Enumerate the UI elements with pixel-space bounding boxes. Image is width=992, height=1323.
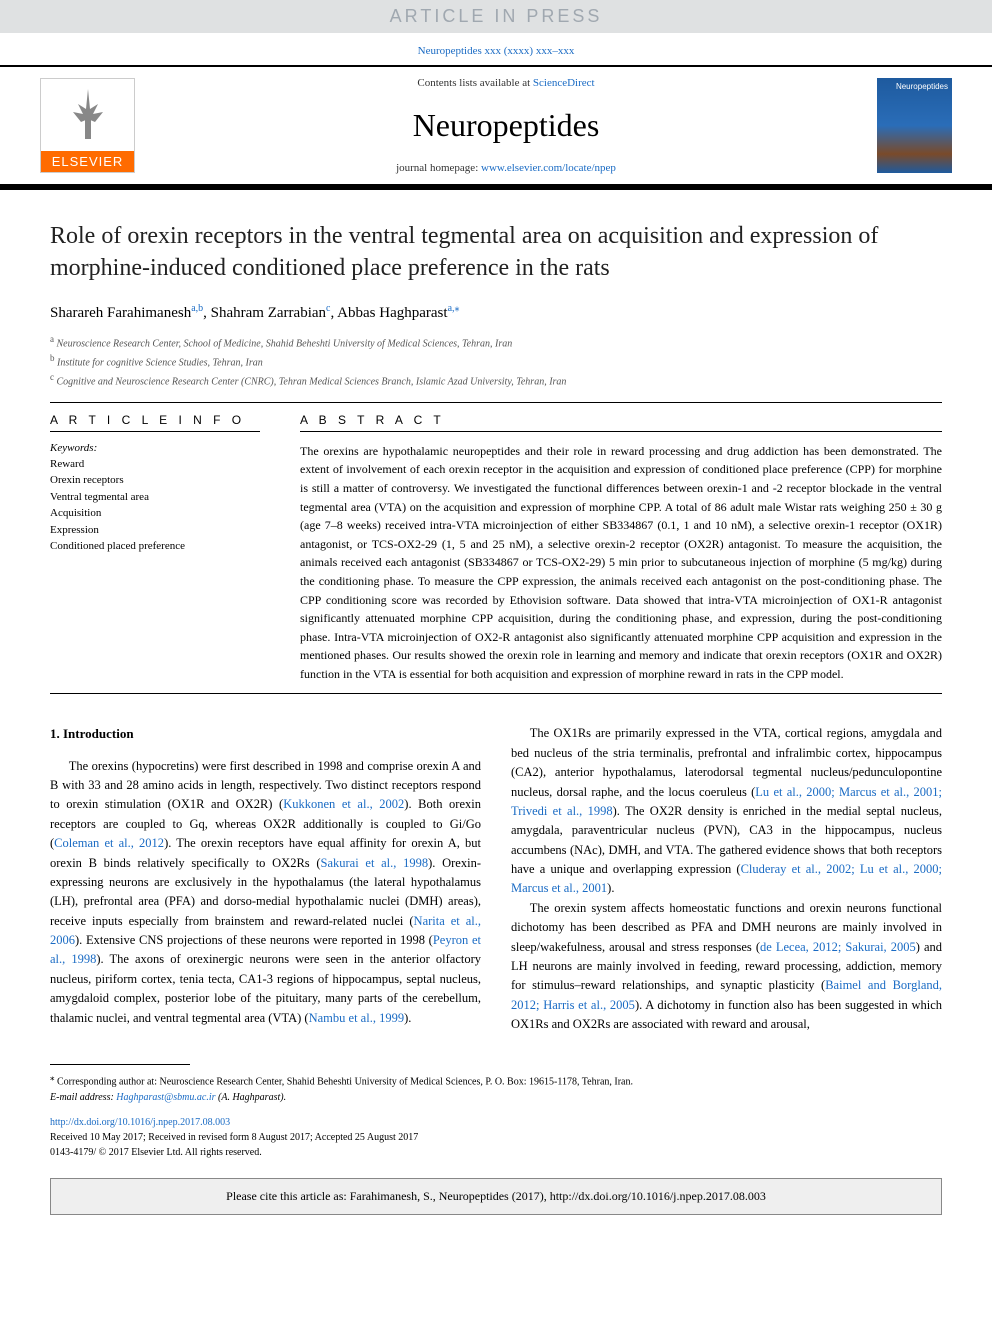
- info-abstract-row: A R T I C L E I N F O Keywords: Reward O…: [50, 413, 942, 684]
- keyword-3: Ventral tegmental area: [50, 489, 260, 506]
- aff-sup-b: b: [50, 353, 55, 363]
- elsevier-tree-icon: [63, 84, 113, 144]
- abstract-column: A B S T R A C T The orexins are hypothal…: [300, 413, 942, 684]
- abstract-text: The orexins are hypothalamic neuropeptid…: [300, 442, 942, 684]
- keyword-5: Expression: [50, 522, 260, 539]
- header-citation-link: Neuropeptides xxx (xxxx) xxx–xxx: [0, 45, 992, 57]
- cite-coleman[interactable]: Coleman et al., 2012: [54, 836, 164, 850]
- elsevier-logo: ELSEVIER: [40, 78, 135, 173]
- keyword-6: Conditioned placed preference: [50, 538, 260, 555]
- doi-block: http://dx.doi.org/10.1016/j.npep.2017.08…: [0, 1105, 992, 1160]
- intro-para-1: The orexins (hypocretins) were first des…: [50, 757, 481, 1028]
- received-line: Received 10 May 2017; Received in revise…: [50, 1132, 418, 1143]
- please-cite-box: Please cite this article as: Farahimanes…: [50, 1178, 942, 1215]
- corr-text: Corresponding author at: Neuroscience Re…: [57, 1077, 633, 1088]
- doi-link[interactable]: http://dx.doi.org/10.1016/j.npep.2017.08…: [50, 1117, 230, 1128]
- aff-text-c: Cognitive and Neuroscience Research Cent…: [57, 377, 567, 388]
- author-1-aff[interactable]: a,b: [191, 303, 203, 314]
- intro-para-2: The OX1Rs are primarily expressed in the…: [511, 724, 942, 898]
- abstract-heading: A B S T R A C T: [300, 413, 942, 427]
- sciencedirect-link[interactable]: ScienceDirect: [533, 77, 595, 89]
- cite-nambu[interactable]: Nambu et al., 1999: [309, 1011, 404, 1025]
- contents-prefix: Contents lists available at: [417, 77, 532, 89]
- journal-header-center: Contents lists available at ScienceDirec…: [135, 77, 877, 174]
- keyword-4: Acquisition: [50, 505, 260, 522]
- rule-above-abstract: [50, 402, 942, 403]
- corr-symbol: ⁎: [50, 1072, 55, 1082]
- article-title: Role of orexin receptors in the ventral …: [50, 220, 942, 285]
- article-info-heading: A R T I C L E I N F O: [50, 413, 260, 427]
- intro-para-3: The orexin system affects homeostatic fu…: [511, 899, 942, 1035]
- affiliation-c: c Cognitive and Neuroscience Research Ce…: [50, 372, 942, 387]
- body-two-column: 1. Introduction The orexins (hypocretins…: [50, 724, 942, 1034]
- affiliation-b: b Institute for cognitive Science Studie…: [50, 353, 942, 368]
- email-label: E-mail address:: [50, 1092, 116, 1103]
- header-citation-anchor[interactable]: Neuropeptides xxx (xxxx) xxx–xxx: [418, 45, 575, 57]
- footnote-separator: [50, 1064, 190, 1065]
- author-3-aff[interactable]: a,: [448, 303, 455, 314]
- copyright-line: 0143-4179/ © 2017 Elsevier Ltd. All righ…: [50, 1147, 262, 1158]
- aff-text-b: Institute for cognitive Science Studies,…: [57, 357, 263, 368]
- cite-delecea[interactable]: de Lecea, 2012; Sakurai, 2005: [760, 940, 916, 954]
- author-3: Abbas Haghparast: [337, 305, 447, 321]
- keyword-1: Reward: [50, 456, 260, 473]
- keywords-label: Keywords:: [50, 442, 260, 454]
- abstract-rule: [300, 431, 942, 432]
- aff-sup-c: c: [50, 372, 54, 382]
- article-in-press-banner: ARTICLE IN PRESS: [0, 0, 992, 33]
- contents-available-line: Contents lists available at ScienceDirec…: [135, 77, 877, 89]
- journal-name: Neuropeptides: [135, 107, 877, 144]
- aff-sup-a: a: [50, 334, 54, 344]
- author-2: Shahram Zarrabian: [211, 305, 326, 321]
- email-line: E-mail address: Haghparast@sbmu.ac.ir (A…: [50, 1092, 286, 1103]
- journal-cover-thumbnail: Neuropeptides: [877, 78, 952, 173]
- affiliation-a: a Neuroscience Research Center, School o…: [50, 334, 942, 349]
- journal-header: ELSEVIER Contents lists available at Sci…: [0, 65, 992, 190]
- main-content: Role of orexin receptors in the ventral …: [0, 190, 992, 1034]
- author-2-aff[interactable]: c: [326, 303, 330, 314]
- homepage-link[interactable]: www.elsevier.com/locate/npep: [481, 162, 616, 174]
- rule-below-abstract: [50, 693, 942, 694]
- email-suffix: (A. Haghparast).: [216, 1092, 287, 1103]
- aff-text-a: Neuroscience Research Center, School of …: [57, 338, 513, 349]
- keyword-2: Orexin receptors: [50, 472, 260, 489]
- cite-kukkonen[interactable]: Kukkonen et al., 2002: [283, 797, 404, 811]
- homepage-prefix: journal homepage:: [396, 162, 481, 174]
- authors-line: Sharareh Farahimanesha,b, Shahram Zarrab…: [50, 303, 942, 322]
- author-3-corr[interactable]: ⁎: [455, 303, 460, 314]
- homepage-line: journal homepage: www.elsevier.com/locat…: [135, 162, 877, 174]
- cite-sakurai[interactable]: Sakurai et al., 1998: [321, 856, 429, 870]
- section-1-heading: 1. Introduction: [50, 724, 481, 744]
- article-info-rule: [50, 431, 260, 432]
- author-1: Sharareh Farahimanesh: [50, 305, 191, 321]
- article-info-column: A R T I C L E I N F O Keywords: Reward O…: [50, 413, 260, 684]
- elsevier-brand-text: ELSEVIER: [41, 151, 134, 172]
- corresponding-author-note: ⁎ Corresponding author at: Neuroscience …: [0, 1071, 992, 1104]
- email-link[interactable]: Haghparast@sbmu.ac.ir: [116, 1092, 215, 1103]
